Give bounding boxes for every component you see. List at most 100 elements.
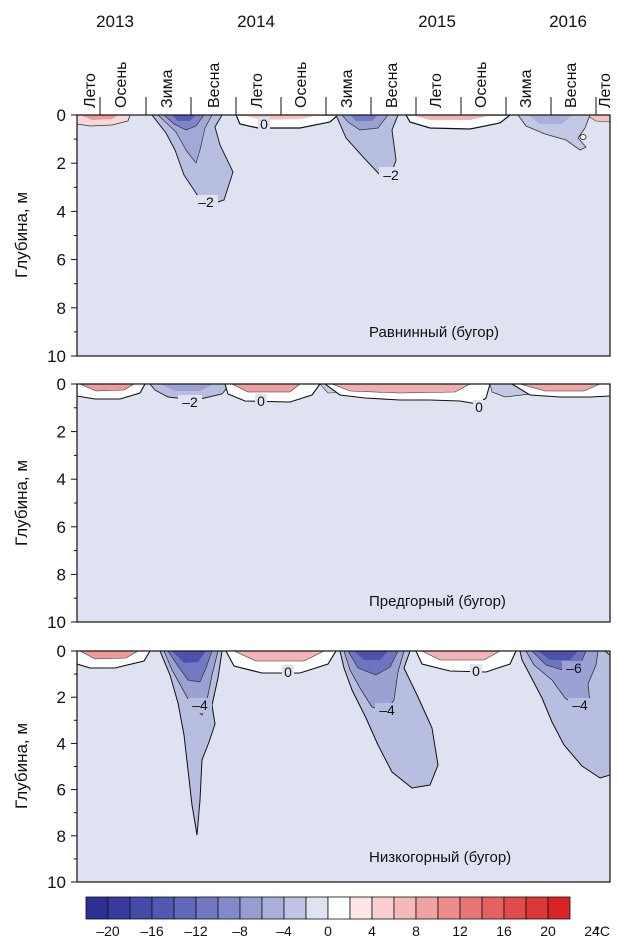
year-label: 2013	[96, 12, 134, 31]
panel-background	[77, 651, 610, 882]
svg-text:–2: –2	[198, 194, 214, 210]
colorbar-swatch	[283, 896, 307, 920]
y-tick-label: 6	[57, 251, 66, 270]
y-tick-label: 4	[57, 470, 66, 489]
contour-label: –6	[562, 660, 586, 676]
season-label: Лето	[82, 73, 99, 108]
y-axis-title: Глубина, м	[12, 723, 31, 809]
y-axis-title: Глубина, м	[12, 460, 31, 546]
y-tick-label: 8	[57, 565, 66, 584]
y-tick-label: 0	[57, 642, 66, 661]
colorbar-tick-label: 16	[496, 923, 512, 939]
y-tick-label: 0	[57, 375, 66, 394]
season-labels: Лето Осень Зима Весна Лето Осень Зима Ве…	[82, 61, 614, 108]
colorbar-swatch	[327, 896, 351, 920]
year-labels: 2013 2014 2015 2016	[96, 12, 587, 31]
season-label: Осень	[473, 61, 490, 108]
panel-ravninny	[76, 114, 611, 357]
colorbar-swatch	[459, 896, 483, 920]
contour-label: –2	[379, 167, 403, 183]
colorbar-unit: °C	[594, 923, 610, 939]
y-tick-label: 2	[57, 423, 66, 442]
colorbar-swatch	[239, 896, 263, 920]
svg-text:0: 0	[472, 663, 480, 679]
contour-label: –2	[178, 394, 202, 410]
colorbar-swatch	[305, 896, 329, 920]
y-tick-label: 10	[47, 873, 66, 892]
colorbar-tick-label: –16	[140, 923, 164, 939]
panel-title: Предгорный (бугор)	[369, 593, 506, 610]
season-label: Осень	[113, 61, 130, 108]
contour-label: –2	[194, 194, 218, 210]
panel-names: Равнинный (бугор) Предгорный (бугор) Низ…	[369, 324, 511, 866]
y-tick-label: 2	[57, 688, 66, 707]
svg-text:0: 0	[257, 393, 265, 409]
colorbar-swatch	[547, 896, 571, 920]
colorbar-swatch	[481, 896, 505, 920]
colorbar-swatch	[503, 896, 527, 920]
svg-text:0: 0	[475, 399, 483, 415]
colorbar-swatch	[195, 896, 219, 920]
svg-text:–4: –4	[572, 697, 588, 713]
colorbar-swatch	[371, 896, 395, 920]
contour-label: 0	[255, 393, 267, 409]
colorbar-tick-label: 24	[584, 923, 600, 939]
year-label: 2014	[237, 12, 275, 31]
contour-label: 0	[258, 116, 270, 132]
colorbar-tick-label: –20	[96, 923, 120, 939]
svg-text:–2: –2	[182, 394, 198, 410]
season-label: Лето	[249, 73, 266, 108]
season-label: Осень	[293, 61, 310, 108]
colorbar-swatch	[85, 896, 109, 920]
y-tick-label: 10	[47, 347, 66, 366]
panel-background	[77, 115, 610, 356]
colorbar-tick-label: 0	[324, 923, 332, 939]
colorbar-tick-label: 4	[368, 923, 376, 939]
colorbar-swatch	[261, 896, 285, 920]
colorbar-swatch	[151, 896, 175, 920]
colorbar-swatch	[349, 896, 373, 920]
y-tick-label: 4	[57, 734, 66, 753]
panel-nizkogorny	[76, 650, 611, 883]
colorbar: –20 –16 –12 –8 –4 0 4 8 12 16 20 24°C	[85, 896, 610, 939]
year-label: 2016	[549, 12, 587, 31]
season-label: Весна	[563, 63, 580, 108]
panel-predgorny	[76, 383, 611, 623]
y-tick-label: 6	[57, 518, 66, 537]
colorbar-tick-label: –8	[232, 923, 248, 939]
season-label: Весна	[384, 63, 401, 108]
colorbar-swatch	[415, 896, 439, 920]
colorbar-swatch	[217, 896, 241, 920]
contour-label: 0	[473, 399, 485, 415]
season-label: Лето	[428, 73, 445, 108]
svg-text:–4: –4	[379, 702, 395, 718]
y-tick-label: 8	[57, 299, 66, 318]
colorbar-tick-label: –4	[276, 923, 292, 939]
contour-label: 0	[282, 664, 294, 680]
colorbar-tick-label: 8	[412, 923, 420, 939]
panel-title: Низкогорный (бугор)	[369, 849, 511, 866]
panel-title: Равнинный (бугор)	[369, 324, 499, 341]
contour-labels: 0 –2 –2 –2 0 0 0 0	[178, 116, 592, 718]
svg-text:–6: –6	[566, 660, 582, 676]
season-label: Зима	[339, 69, 356, 108]
colorbar-tick-label: –12	[184, 923, 208, 939]
svg-text:–2: –2	[383, 167, 399, 183]
y-axis-title: Глубина, м	[12, 192, 31, 278]
y-tick-label: 8	[57, 827, 66, 846]
svg-text:0: 0	[260, 116, 268, 132]
colorbar-swatch	[437, 896, 461, 920]
season-label: Зима	[159, 69, 176, 108]
panel-background	[77, 384, 610, 622]
y-tick-label: 6	[57, 781, 66, 800]
colorbar-swatch	[107, 896, 131, 920]
svg-text:–4: –4	[192, 697, 208, 713]
year-label: 2015	[418, 12, 456, 31]
y-tick-label: 0	[57, 106, 66, 125]
season-label: Весна	[206, 63, 223, 108]
season-label: Зима	[518, 69, 535, 108]
y-axis-titles: Глубина, м Глубина, м Глубина, м	[12, 192, 31, 809]
y-ticks: 0 2 4 6 8 10 0 2 4 6 8 10 0 2 4 6 8 10	[47, 106, 77, 892]
contour-label: –4	[375, 702, 399, 718]
